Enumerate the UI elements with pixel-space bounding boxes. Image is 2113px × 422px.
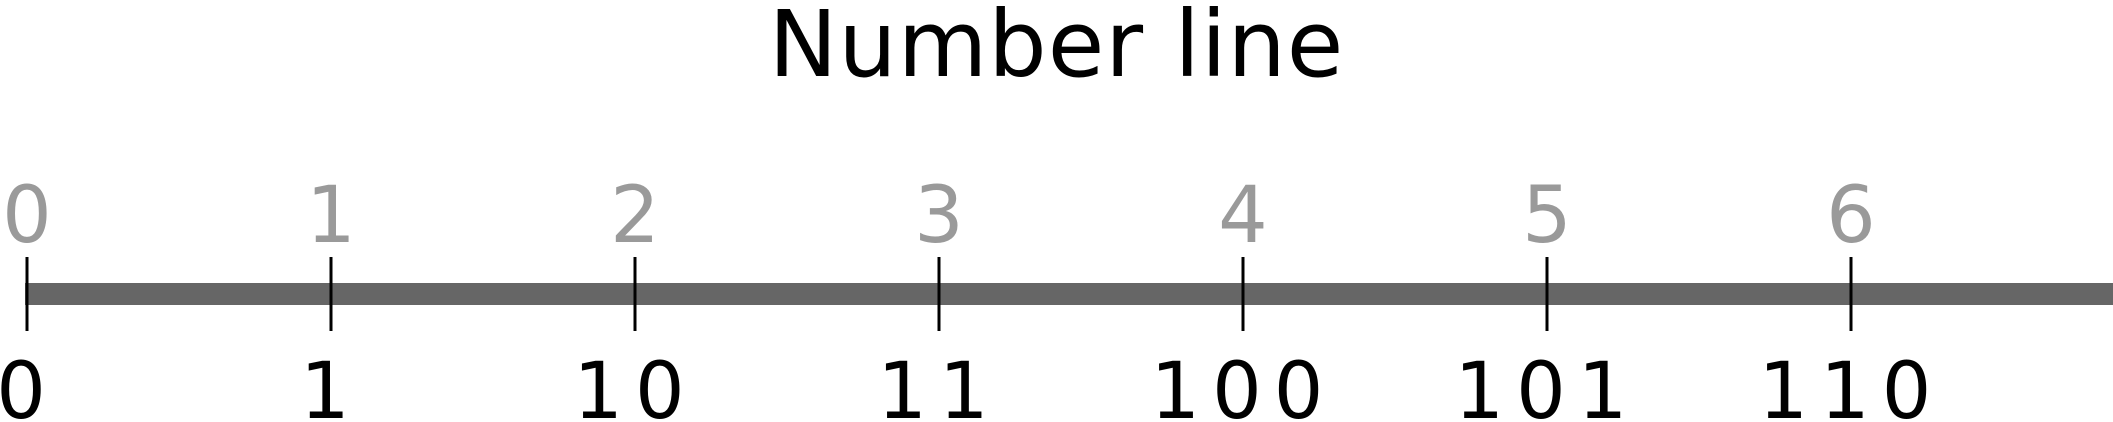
decimal-label-3: 3 xyxy=(914,171,964,261)
binary-label-0: 0 xyxy=(0,347,58,422)
decimal-label-6: 6 xyxy=(1826,171,1876,261)
binary-label-101: 101 xyxy=(1455,347,1640,422)
axis-line xyxy=(25,283,2113,305)
decimal-label-1: 1 xyxy=(306,171,356,261)
binary-label-100: 100 xyxy=(1151,347,1336,422)
binary-label-10: 10 xyxy=(573,347,696,422)
decimal-label-2: 2 xyxy=(610,171,660,261)
binary-label-110: 110 xyxy=(1759,347,1944,422)
binary-label-11: 11 xyxy=(877,347,1000,422)
diagram-title: Number line xyxy=(768,0,1345,98)
binary-label-1: 1 xyxy=(300,347,362,422)
decimal-label-0: 0 xyxy=(2,171,52,261)
decimal-label-4: 4 xyxy=(1218,171,1268,261)
decimal-label-5: 5 xyxy=(1522,171,1572,261)
